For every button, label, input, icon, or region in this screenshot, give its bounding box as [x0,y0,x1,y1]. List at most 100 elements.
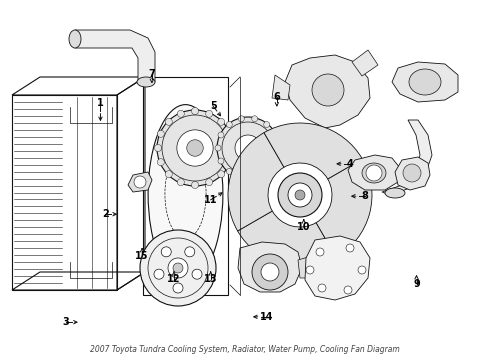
Polygon shape [392,62,458,102]
Polygon shape [285,55,370,128]
Wedge shape [264,123,362,179]
Circle shape [168,258,188,278]
Circle shape [403,164,421,182]
Circle shape [177,130,213,166]
Bar [143,77,228,295]
Text: 2007 Toyota Tundra Cooling System, Radiator, Water Pump, Cooling Fan Diagram: 2007 Toyota Tundra Cooling System, Radia… [90,346,400,355]
Circle shape [275,145,281,151]
Circle shape [218,118,224,125]
Circle shape [264,122,270,127]
Circle shape [358,266,366,274]
Circle shape [187,140,203,156]
Circle shape [154,269,164,279]
Circle shape [228,144,236,152]
Circle shape [272,132,278,138]
Circle shape [312,74,344,106]
Circle shape [238,174,245,180]
Circle shape [344,286,352,294]
Circle shape [366,165,382,181]
Ellipse shape [385,188,405,198]
Circle shape [173,263,183,273]
Circle shape [218,132,224,138]
Circle shape [218,171,224,178]
Circle shape [252,254,288,290]
Text: 1: 1 [97,98,104,108]
Polygon shape [395,157,430,190]
Circle shape [161,247,171,257]
Circle shape [217,117,279,179]
Text: 3: 3 [63,317,70,327]
Polygon shape [352,50,378,76]
Circle shape [226,122,232,127]
Circle shape [261,263,279,281]
Circle shape [192,269,202,279]
Circle shape [252,116,258,122]
Circle shape [173,283,183,293]
Circle shape [235,135,261,161]
Wedge shape [238,211,336,267]
Circle shape [185,247,195,257]
Polygon shape [305,236,370,300]
Text: 2: 2 [102,209,109,219]
Circle shape [148,238,208,298]
Text: 5: 5 [210,101,217,111]
Circle shape [165,171,172,178]
Text: 14: 14 [260,312,274,322]
Ellipse shape [165,149,206,239]
Text: 13: 13 [204,274,218,284]
Circle shape [346,244,354,252]
Circle shape [222,122,274,174]
Ellipse shape [362,163,386,183]
Circle shape [157,130,164,138]
Text: 4: 4 [347,159,354,169]
Ellipse shape [148,105,223,283]
Circle shape [154,144,162,152]
Text: 8: 8 [362,191,368,201]
Polygon shape [348,155,400,190]
Circle shape [192,181,198,189]
Circle shape [226,159,233,166]
Circle shape [157,110,233,186]
Text: 7: 7 [148,69,155,79]
Circle shape [295,190,305,200]
Circle shape [272,158,278,164]
Circle shape [252,174,258,180]
Circle shape [206,179,213,186]
Ellipse shape [409,69,441,95]
Polygon shape [382,120,432,195]
Circle shape [306,266,314,274]
Circle shape [162,115,228,181]
Circle shape [316,248,324,256]
Text: 11: 11 [204,195,218,205]
Circle shape [264,168,270,175]
Circle shape [206,110,213,117]
Circle shape [134,176,146,188]
Circle shape [177,179,184,186]
Polygon shape [298,255,318,278]
Circle shape [226,130,233,138]
Circle shape [226,168,232,175]
Circle shape [157,159,164,166]
Wedge shape [228,132,284,231]
Text: 9: 9 [413,279,420,289]
Wedge shape [316,159,372,257]
Text: 15: 15 [135,251,149,261]
Circle shape [177,110,184,117]
Circle shape [140,230,216,306]
Circle shape [318,284,326,292]
Circle shape [238,116,245,122]
Ellipse shape [69,30,81,48]
Circle shape [165,118,172,125]
Polygon shape [75,30,155,82]
Text: 6: 6 [273,92,280,102]
Text: 12: 12 [167,274,181,284]
Ellipse shape [137,77,155,87]
Circle shape [218,158,224,164]
Circle shape [192,108,198,114]
Circle shape [278,173,322,217]
Circle shape [215,145,221,151]
Text: 10: 10 [297,222,311,232]
Circle shape [288,183,312,207]
Polygon shape [238,242,302,292]
Polygon shape [272,75,290,100]
